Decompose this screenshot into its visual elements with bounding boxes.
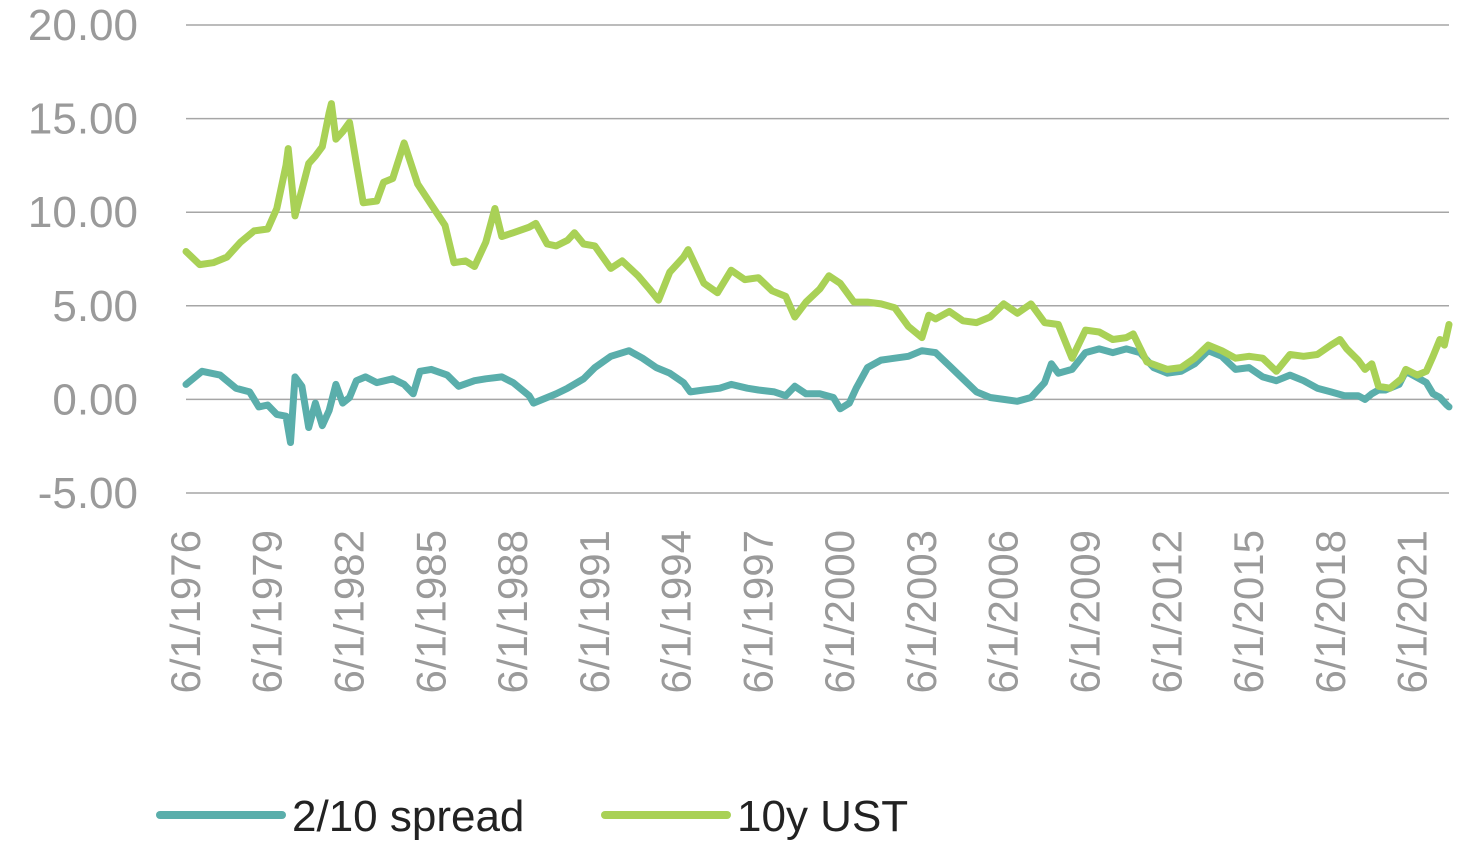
y-tick-label: 10.00 [28, 188, 138, 237]
x-tick-label: 6/1/2006 [980, 530, 1027, 694]
legend-label-2-10-spread: 2/10 spread [292, 792, 524, 841]
x-tick-label: 6/1/1976 [162, 530, 209, 694]
series-line-10y-ust [182, 100, 1453, 392]
x-tick-label: 6/1/2009 [1062, 530, 1109, 694]
x-tick-label: 6/1/2021 [1389, 530, 1436, 694]
legend-label-10y-ust: 10y UST [737, 792, 908, 841]
y-axis-tick-labels: 20.00 15.00 10.00 5.00 0.00 -5.00 [28, 1, 138, 518]
y-tick-label: 5.00 [52, 282, 138, 331]
x-axis-tick-labels: 6/1/1976 6/1/1979 6/1/1982 6/1/1985 6/1/1988… [162, 530, 1436, 694]
legend: 2/10 spread 10y UST [156, 792, 908, 841]
y-tick-label: -5.00 [38, 469, 138, 518]
y-tick-label: 20.00 [28, 1, 138, 50]
x-tick-label: 6/1/1997 [734, 530, 781, 694]
x-tick-label: 6/1/2012 [1143, 530, 1190, 694]
y-tick-label: 0.00 [52, 375, 138, 424]
series-line-2-10-spread [182, 345, 1453, 446]
x-tick-label: 6/1/2003 [898, 530, 945, 694]
x-tick-label: 6/1/1991 [571, 530, 618, 694]
x-tick-label: 6/1/1994 [653, 530, 700, 694]
x-tick-label: 6/1/2000 [816, 530, 863, 694]
x-tick-label: 6/1/1985 [407, 530, 454, 694]
x-tick-label: 6/1/1988 [489, 530, 536, 694]
x-tick-label: 6/1/2015 [1225, 530, 1272, 694]
series-lines [182, 100, 1453, 446]
x-tick-label: 6/1/1979 [244, 530, 291, 694]
y-tick-label: 15.00 [28, 95, 138, 144]
x-tick-label: 6/1/2018 [1307, 530, 1354, 694]
x-tick-label: 6/1/1982 [326, 530, 373, 694]
grid-lines [186, 24, 1449, 494]
